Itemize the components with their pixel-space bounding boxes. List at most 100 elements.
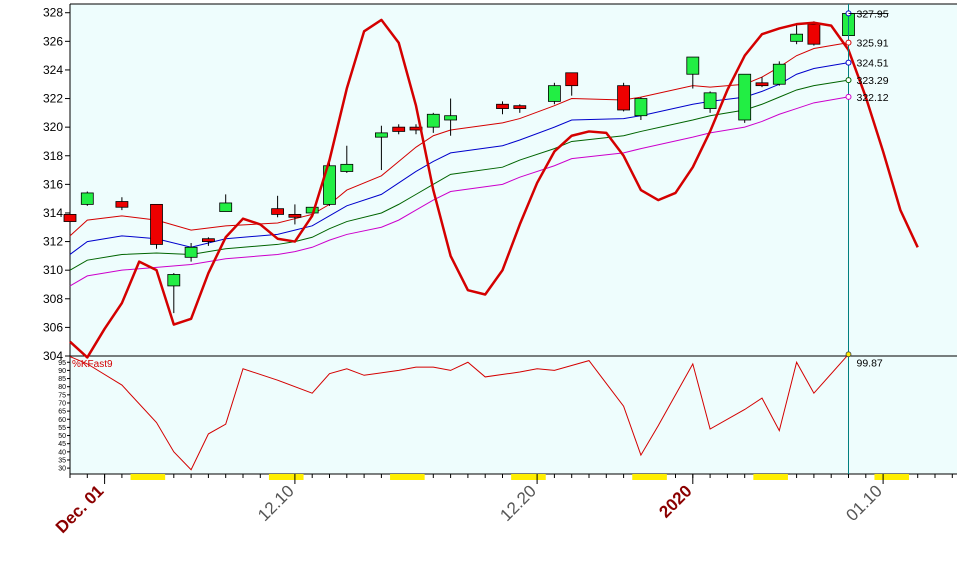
candle (184, 243, 198, 262)
oscillator-y-tick-label: 80 (58, 384, 66, 391)
candle (392, 124, 406, 135)
candle (201, 237, 215, 246)
candle (409, 124, 423, 135)
value-label: 322.12 (857, 92, 889, 104)
candle-body (409, 126, 423, 131)
overlay-oscillator-line (69, 18, 919, 359)
candle-body (288, 213, 302, 218)
candle-body (167, 274, 181, 287)
oscillator-y-tick-label: 30 (58, 466, 66, 473)
candle (219, 194, 233, 212)
stochastic-series-label: %KFast9 (72, 359, 113, 370)
value-marker (845, 59, 852, 66)
oscillator-y-tick-label: 45 (58, 441, 66, 448)
period-marker (511, 474, 546, 480)
candle-body (565, 72, 579, 87)
price-y-tick-label: 304 (43, 349, 63, 363)
price-y-tick-label: 322 (43, 92, 63, 106)
price-y-tick-label: 324 (43, 63, 63, 77)
candle-body (790, 33, 803, 42)
stochastic-value-label: 99.87 (857, 357, 883, 369)
candle (167, 273, 181, 314)
value-marker (845, 77, 852, 84)
candle-body (548, 85, 561, 102)
oscillator-plot-area (70, 356, 957, 474)
candle (772, 61, 786, 86)
period-marker (753, 474, 788, 480)
candle-body (150, 203, 163, 245)
candle-body (772, 63, 786, 85)
oscillator-y-tick-label: 95 (58, 360, 66, 367)
candle-body (634, 98, 648, 117)
price-y-tick-label: 318 (43, 149, 63, 163)
candle (617, 82, 630, 112)
x-tick-label: 12.20 (496, 481, 540, 525)
candle (755, 77, 769, 88)
candle (807, 21, 821, 46)
oscillator-y-tick-label: 65 (58, 409, 66, 416)
stochastic-line (69, 353, 849, 471)
candle-body (374, 132, 388, 138)
price-y-tick-label: 312 (43, 235, 63, 249)
oscillator-y-tick-label: 60 (58, 417, 66, 424)
candle-body (80, 192, 94, 205)
candle (686, 56, 700, 89)
oscillator-y-tick-label: 55 (58, 425, 66, 432)
candle (323, 161, 336, 206)
price-y-tick-label: 306 (43, 320, 63, 334)
x-tick-label: 01.10 (842, 481, 886, 525)
candle (496, 101, 509, 115)
stochastic-last-marker (845, 351, 852, 358)
candle (374, 125, 388, 171)
candle-body (115, 201, 129, 208)
candle-body (617, 85, 630, 111)
candle-body (201, 238, 215, 242)
candle (271, 195, 285, 218)
period-marker (268, 474, 304, 480)
candle (738, 73, 752, 123)
candle (63, 208, 77, 225)
candle-body (807, 23, 821, 45)
candle-body (496, 103, 509, 109)
price-y-tick-label: 326 (43, 34, 63, 48)
oscillator-y-tick-label: 90 (58, 368, 66, 375)
x-tick-label: Dec. 01 (52, 481, 108, 537)
price-y-tick-label: 308 (43, 292, 63, 306)
value-label: 324.51 (857, 58, 889, 70)
candle-body (184, 246, 198, 258)
oscillator-y-tick-label: 85 (58, 376, 66, 383)
value-label: 327.95 (857, 8, 889, 20)
candle (444, 98, 458, 136)
period-marker (130, 474, 166, 480)
candle-body (219, 202, 233, 212)
candle-body (686, 56, 700, 75)
price-y-tick-label: 320 (43, 120, 63, 134)
candle (115, 197, 129, 211)
oscillator-y-tick-label: 35 (58, 457, 66, 464)
price-y-tick-label: 316 (43, 177, 63, 191)
value-marker (845, 93, 852, 100)
candle-body (513, 105, 527, 109)
oscillator-y-tick-label: 40 (58, 449, 66, 456)
candle (288, 204, 302, 225)
band-line-3 (69, 96, 849, 287)
price-y-tick-label: 310 (43, 263, 63, 277)
x-tick-label: 12.10 (254, 481, 298, 525)
oscillator-y-tick-label: 70 (58, 400, 66, 407)
value-label: 325.91 (857, 38, 889, 50)
candle (565, 72, 579, 96)
candle (80, 191, 94, 206)
candle (513, 104, 527, 113)
candle (634, 97, 648, 120)
candle (548, 82, 561, 105)
period-marker (390, 474, 425, 480)
price-y-tick-label: 314 (43, 206, 63, 220)
candle-body (444, 115, 458, 121)
candle-body (340, 163, 354, 172)
price-y-tick-label: 328 (43, 6, 63, 20)
candle-body (703, 92, 717, 109)
candle-body (323, 165, 336, 205)
candle-body (392, 126, 406, 132)
candle (703, 91, 717, 113)
